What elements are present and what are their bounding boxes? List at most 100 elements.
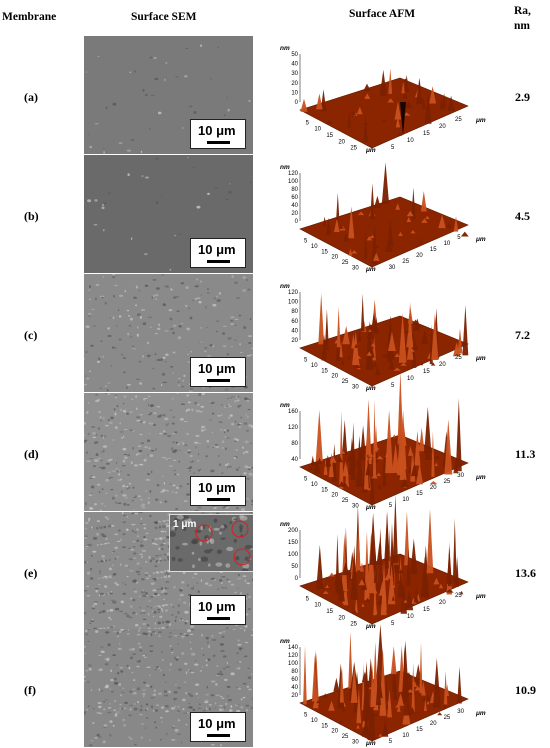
header-membrane: Membrane xyxy=(2,11,56,23)
afm-x-tick: 25 xyxy=(342,260,349,266)
afm-x-tick: 5 xyxy=(304,238,308,244)
afm-y-tick: 15 xyxy=(430,247,437,253)
afm-x-tick: 10 xyxy=(311,718,318,724)
afm-z-tick: 30 xyxy=(291,71,298,77)
afm-z-tick: 50 xyxy=(291,564,298,570)
afm-y-tick: 20 xyxy=(430,485,437,491)
afm-x-tick: 15 xyxy=(321,723,328,729)
afm-x-tick: 10 xyxy=(311,482,318,488)
afm-x-tick: 20 xyxy=(331,374,338,380)
afm-x-tick: 15 xyxy=(326,609,333,615)
afm-y-tick: 5 xyxy=(391,145,395,151)
header-ra-line2: nm xyxy=(514,19,531,34)
afm-y-unit: μm xyxy=(475,710,486,717)
afm-x-tick: 25 xyxy=(342,734,349,740)
afm-y-unit: μm xyxy=(475,355,486,362)
afm-z-tick: 0 xyxy=(295,219,299,225)
afm-z-tick: 100 xyxy=(288,661,299,667)
afm-z-tick: 160 xyxy=(288,409,299,415)
afm-x-tick: 15 xyxy=(326,133,333,139)
afm-y-tick: 10 xyxy=(444,241,451,247)
afm-x-tick: 10 xyxy=(314,127,321,133)
afm-x-tick: 15 xyxy=(321,487,328,493)
afm-y-tick: 30 xyxy=(457,709,464,715)
scale-bar-label: 10 μm xyxy=(198,480,236,495)
afm-y-tick: 15 xyxy=(416,491,423,497)
afm-x-tick: 30 xyxy=(352,385,359,391)
afm-y-tick: 5 xyxy=(389,503,393,509)
afm-z-tick: 10 xyxy=(291,90,298,96)
ra-value: 13.6 xyxy=(515,566,536,581)
afm-z-tick: 120 xyxy=(288,171,299,177)
afm-y-tick: 25 xyxy=(444,479,451,485)
scale-bar xyxy=(207,141,230,144)
afm-z-tick: 80 xyxy=(291,441,298,447)
sem-image: 10 μm xyxy=(84,629,253,747)
afm-z-tick: 0 xyxy=(295,100,299,106)
sem-image: 10 μm xyxy=(84,36,253,154)
afm-z-unit: nm xyxy=(280,638,290,645)
afm-x-tick: 10 xyxy=(311,244,318,250)
afm-y-tick: 10 xyxy=(402,497,409,503)
afm-z-tick: 60 xyxy=(291,195,298,201)
afm-y-tick: 25 xyxy=(444,715,451,721)
afm-x-tick: 5 xyxy=(304,712,308,718)
afm-z-tick: 20 xyxy=(291,338,298,344)
afm-z-tick: 200 xyxy=(288,528,299,534)
scale-bar xyxy=(207,498,230,501)
afm-x-tick: 10 xyxy=(311,363,318,369)
afm-x-tick: 30 xyxy=(352,504,359,510)
afm-x-tick: 25 xyxy=(342,379,349,385)
scale-bar-label: 10 μm xyxy=(198,242,236,257)
afm-y-tick: 30 xyxy=(457,473,464,479)
sem-image: 10 μm xyxy=(84,155,253,273)
afm-y-tick: 20 xyxy=(439,124,446,130)
afm-z-tick: 60 xyxy=(291,677,298,683)
afm-y-unit: μm xyxy=(475,236,486,243)
scale-bar-label: 10 μm xyxy=(198,123,236,138)
afm-x-unit: μm xyxy=(365,385,376,392)
afm-y-tick: 25 xyxy=(455,117,462,123)
afm-z-tick: 150 xyxy=(288,540,299,546)
afm-y-unit: μm xyxy=(475,117,486,124)
afm-z-tick: 80 xyxy=(291,669,298,675)
scale-bar-box: 10 μm xyxy=(190,712,246,742)
afm-y-tick: 20 xyxy=(439,362,446,368)
ra-value: 11.3 xyxy=(515,447,535,462)
scale-bar-label: 10 μm xyxy=(198,716,236,731)
afm-x-unit: μm xyxy=(365,147,376,154)
afm-z-tick: 40 xyxy=(291,62,298,68)
afm-y-unit: μm xyxy=(475,593,486,600)
afm-x-tick: 5 xyxy=(304,476,308,482)
afm-y-tick: 5 xyxy=(391,383,395,389)
scale-bar-label: 10 μm xyxy=(198,361,236,376)
afm-y-tick: 25 xyxy=(455,355,462,361)
afm-x-tick: 10 xyxy=(314,603,321,609)
ra-value: 2.9 xyxy=(515,90,530,105)
ra-value: 7.2 xyxy=(515,328,530,343)
afm-y-tick: 10 xyxy=(407,376,414,382)
afm-z-tick: 80 xyxy=(291,309,298,315)
afm-z-tick: 60 xyxy=(291,319,298,325)
afm-z-tick: 120 xyxy=(288,290,299,296)
afm-x-tick: 20 xyxy=(331,729,338,735)
scale-bar-box: 10 μm xyxy=(190,476,246,506)
afm-x-tick: 20 xyxy=(331,255,338,261)
afm-z-unit: nm xyxy=(280,283,290,290)
scale-bar xyxy=(207,379,230,382)
sem-image: 10 μm xyxy=(84,393,253,511)
afm-x-tick: 5 xyxy=(304,357,308,363)
afm-x-tick: 15 xyxy=(321,368,328,374)
afm-x-unit: μm xyxy=(365,504,376,511)
membrane-label: (c) xyxy=(24,328,37,343)
afm-x-tick: 15 xyxy=(321,249,328,255)
header-ra-line1: Ra, xyxy=(514,4,531,19)
